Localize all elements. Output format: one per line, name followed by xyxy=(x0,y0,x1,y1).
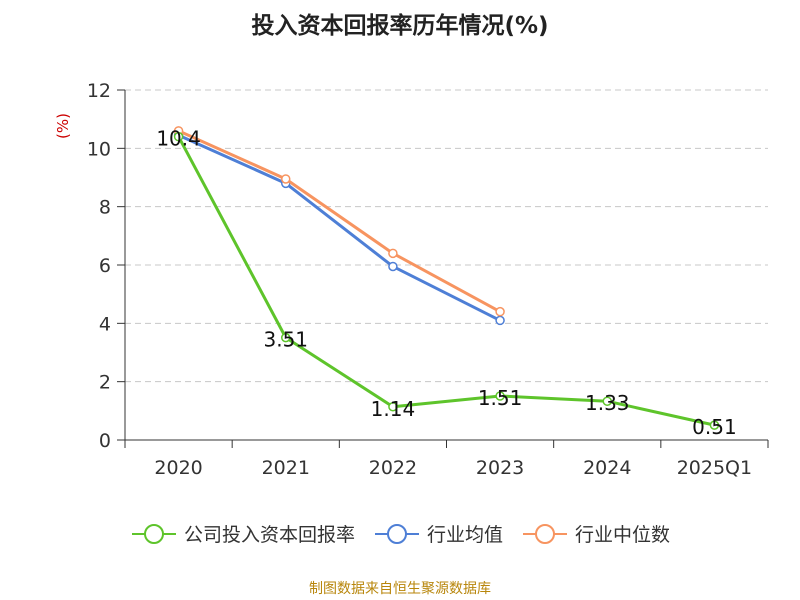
legend-item[interactable]: 行业均值 xyxy=(373,520,503,547)
data-label: 1.33 xyxy=(585,391,630,415)
data-point xyxy=(495,391,505,401)
data-point xyxy=(495,306,505,317)
legend-label: 行业均值 xyxy=(426,524,503,546)
data-point xyxy=(388,248,398,259)
data-label: 0.51 xyxy=(692,415,737,439)
legend-marker-icon xyxy=(374,523,419,544)
data-point xyxy=(602,396,612,406)
y-axis-label: (%) xyxy=(54,113,72,139)
y-tick-label: 10 xyxy=(87,138,111,160)
y-tick-label: 0 xyxy=(99,430,111,452)
data-point xyxy=(495,315,505,326)
data-point xyxy=(709,420,720,430)
legend-item[interactable]: 公司投入资本回报率 xyxy=(130,520,355,547)
x-tick-label: 2024 xyxy=(583,457,631,479)
data-point xyxy=(388,402,398,412)
x-tick-label: 2021 xyxy=(262,457,310,479)
legend-marker-icon xyxy=(523,523,567,544)
x-tick-label: 2025Q1 xyxy=(677,457,752,479)
data-label: 1.51 xyxy=(478,386,523,410)
data-label: 10.4 xyxy=(156,127,201,151)
data-point xyxy=(281,332,291,343)
y-tick-label: 2 xyxy=(99,372,111,394)
data-label: 1.14 xyxy=(371,397,416,421)
legend-marker-icon xyxy=(131,523,176,544)
data-point xyxy=(173,131,184,142)
y-tick-label: 12 xyxy=(87,80,111,102)
x-tick-label: 2022 xyxy=(369,457,417,479)
data-label: 3.51 xyxy=(263,328,308,352)
series-line xyxy=(177,135,715,427)
chart-legend: 公司投入资本回报率 行业均值 行业中位数 xyxy=(0,520,800,547)
y-tick-label: 8 xyxy=(99,197,111,219)
legend-label: 行业中位数 xyxy=(575,524,671,546)
x-tick-label: 2023 xyxy=(476,457,524,479)
source-note: 制图数据来自恒生聚源数据库 xyxy=(309,581,491,597)
legend-label: 公司投入资本回报率 xyxy=(183,524,355,546)
data-point xyxy=(388,261,398,272)
chart-title: 投入资本回报率历年情况(%) xyxy=(251,13,549,39)
legend-item[interactable]: 行业中位数 xyxy=(521,520,670,547)
series-line xyxy=(177,133,501,322)
data-point xyxy=(281,174,291,184)
y-tick-label: 4 xyxy=(99,313,111,335)
y-tick-label: 6 xyxy=(99,255,111,277)
series-line xyxy=(177,129,501,313)
x-tick-label: 2020 xyxy=(154,457,202,479)
